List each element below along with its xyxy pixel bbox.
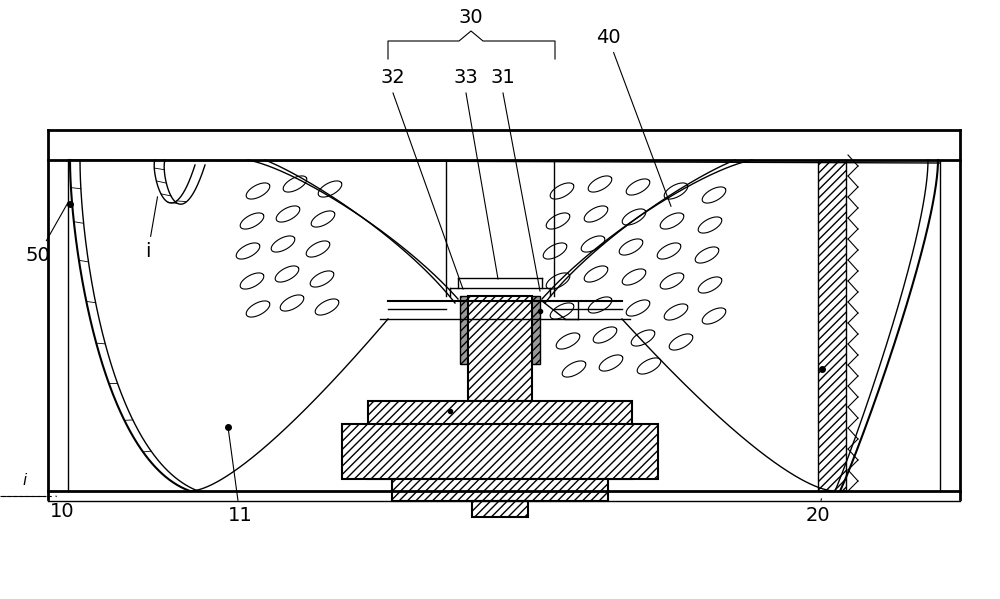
Text: 31: 31 [491, 68, 515, 87]
Bar [526, 296, 540, 364]
Text: 33: 33 [454, 68, 478, 87]
Bar [368, 401, 632, 479]
Text: 40: 40 [596, 28, 671, 207]
Text: i: i [23, 473, 27, 488]
Text: 32: 32 [381, 68, 405, 87]
Bar [460, 296, 474, 364]
Text: 30: 30 [459, 8, 483, 27]
Text: 11: 11 [228, 429, 252, 525]
Text: 20: 20 [806, 499, 830, 525]
Text: 50: 50 [26, 201, 69, 265]
Bar [472, 501, 528, 517]
Bar [392, 479, 608, 501]
Bar [818, 160, 846, 491]
Bar [468, 296, 532, 401]
Bar [342, 424, 658, 479]
Text: 10: 10 [50, 496, 74, 521]
Text: i: i [145, 196, 158, 261]
